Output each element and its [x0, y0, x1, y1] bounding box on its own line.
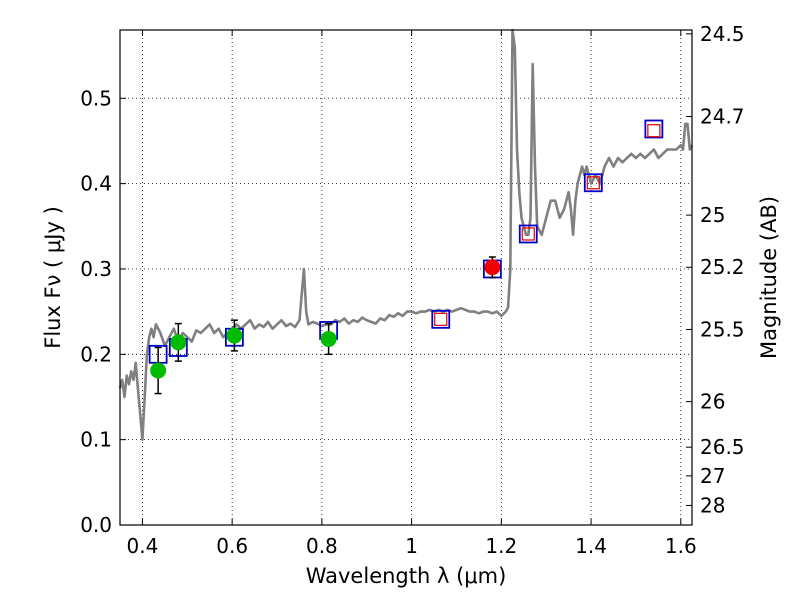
model-box-marker: [644, 119, 664, 139]
model-box-marker: [583, 173, 603, 193]
y2-tick-label: 26.5: [700, 435, 745, 459]
observed-box-marker: [586, 176, 600, 190]
x-tick-label: 0.4: [127, 534, 159, 558]
y2-axis-label: Magnitude (AB): [757, 196, 781, 359]
x-tick-label: 0.6: [216, 534, 248, 558]
observed-box-marker: [434, 312, 448, 326]
x-tick-label: 0.8: [306, 534, 338, 558]
y-tick-label: 0.2: [80, 342, 112, 366]
y2-tick-label: 25.2: [700, 255, 745, 279]
y-axis-label: Flux Fν ( μJy ): [41, 206, 65, 349]
y2-tick-label: 25.5: [700, 317, 745, 341]
model-spectrum-line: [118, 28, 694, 442]
red-data-point: [484, 259, 501, 276]
y2-tick-label: 26: [700, 390, 725, 414]
plot-frame: [119, 29, 693, 526]
y-tick-label: 0.0: [80, 513, 112, 537]
x-axis-label: Wavelength λ (μm): [306, 564, 507, 588]
observed-box-marker: [521, 227, 535, 241]
green-data-point: [226, 327, 243, 344]
y2-tick-label: 24.7: [700, 104, 745, 128]
green-data-point: [320, 330, 337, 347]
green-data-point: [150, 362, 167, 379]
y2-tick-label: 24.5: [700, 22, 745, 46]
y-tick-label: 0.3: [80, 257, 112, 281]
x-tick-label: 1.6: [665, 534, 697, 558]
x-tick-label: 1.4: [575, 534, 607, 558]
green-data-point: [170, 334, 187, 351]
observed-box-marker: [647, 124, 661, 138]
y2-tick-label: 27: [700, 464, 725, 488]
y-tick-label: 0.1: [80, 428, 112, 452]
y2-tick-label: 28: [700, 493, 725, 517]
model-box-marker: [431, 309, 451, 329]
y-tick-label: 0.4: [80, 172, 112, 196]
y2-tick-label: 25: [700, 203, 725, 227]
model-box-marker: [518, 224, 538, 244]
observed-points: [150, 256, 501, 395]
x-tick-label: 1.2: [485, 534, 517, 558]
x-tick-label: 1: [405, 534, 418, 558]
spectrum-line: [118, 28, 694, 442]
y-tick-label: 0.5: [80, 86, 112, 110]
axis-ticks: 0.4 0.6 0.8 1 1.2 1.4 1.6 0.0 0.1 0.2 0.3 0.4 0.5 24.…: [80, 22, 744, 558]
